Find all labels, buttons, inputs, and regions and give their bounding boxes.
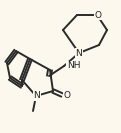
Text: NH: NH — [67, 61, 80, 70]
Text: O: O — [95, 11, 102, 20]
Text: N: N — [34, 92, 40, 101]
Text: O: O — [64, 90, 71, 99]
Text: N: N — [76, 49, 82, 57]
